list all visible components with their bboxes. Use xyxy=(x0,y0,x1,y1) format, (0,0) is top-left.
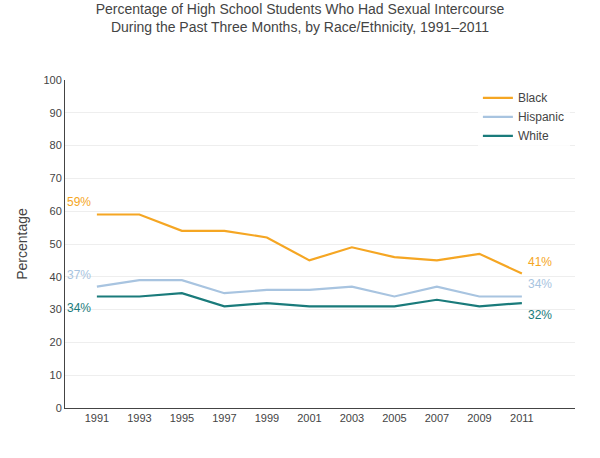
svg-text:Black: Black xyxy=(518,91,548,105)
svg-text:2001: 2001 xyxy=(297,412,321,424)
svg-text:20: 20 xyxy=(50,336,62,348)
svg-text:0: 0 xyxy=(56,402,62,414)
svg-text:2003: 2003 xyxy=(340,412,364,424)
svg-text:1991: 1991 xyxy=(85,412,109,424)
svg-text:10: 10 xyxy=(50,369,62,381)
svg-text:1993: 1993 xyxy=(127,412,151,424)
svg-text:1999: 1999 xyxy=(255,412,279,424)
svg-text:2007: 2007 xyxy=(425,412,449,424)
svg-text:40: 40 xyxy=(50,271,62,283)
svg-text:50: 50 xyxy=(50,238,62,250)
svg-text:Percentage: Percentage xyxy=(14,208,30,280)
svg-text:Hispanic: Hispanic xyxy=(518,110,564,124)
svg-text:2005: 2005 xyxy=(382,412,406,424)
svg-text:Percentage of High School Stud: Percentage of High School Students Who H… xyxy=(96,1,505,35)
svg-text:70: 70 xyxy=(50,172,62,184)
svg-text:1995: 1995 xyxy=(170,412,194,424)
svg-text:2011: 2011 xyxy=(510,412,534,424)
svg-text:2009: 2009 xyxy=(467,412,491,424)
svg-text:59%: 59% xyxy=(67,195,91,209)
svg-text:90: 90 xyxy=(50,107,62,119)
svg-text:37%: 37% xyxy=(67,268,91,282)
svg-text:1997: 1997 xyxy=(212,412,236,424)
svg-text:32%: 32% xyxy=(528,308,552,322)
svg-text:100: 100 xyxy=(43,74,61,86)
svg-text:80: 80 xyxy=(50,139,62,151)
svg-text:41%: 41% xyxy=(528,255,552,269)
svg-text:34%: 34% xyxy=(67,301,91,315)
svg-text:30: 30 xyxy=(50,303,62,315)
svg-text:60: 60 xyxy=(50,205,62,217)
svg-text:34%: 34% xyxy=(528,277,552,291)
svg-text:White: White xyxy=(518,129,549,143)
